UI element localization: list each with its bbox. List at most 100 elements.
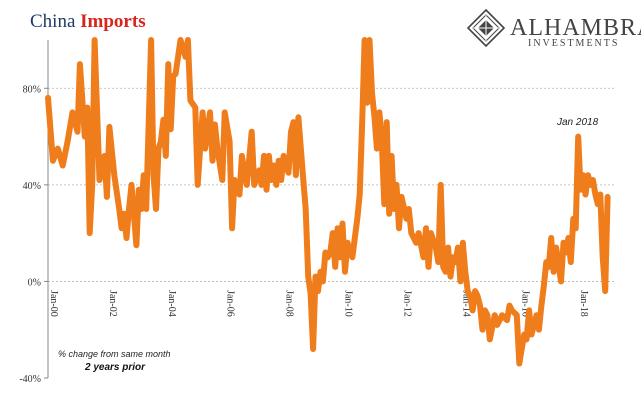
data-point [361, 121, 363, 123]
data-point [150, 39, 152, 41]
data-point [550, 237, 552, 239]
data-point [312, 348, 314, 350]
data-point [592, 179, 594, 181]
data-point [91, 184, 93, 186]
data-point [76, 131, 79, 133]
data-point [170, 128, 172, 130]
data-point [391, 155, 393, 157]
alhambra-logo: ALHAMBRA INVESTMENTS [466, 8, 641, 49]
data-point [334, 266, 336, 268]
data-point [253, 184, 255, 186]
data-point [329, 251, 331, 254]
series-group [45, 37, 611, 367]
data-point [449, 276, 452, 278]
data-point [538, 329, 540, 331]
data-point [258, 169, 260, 171]
data-point [582, 174, 584, 176]
data-point [327, 256, 329, 258]
data-point [354, 237, 356, 239]
data-point [418, 232, 420, 234]
data-point [324, 251, 326, 254]
data-point [339, 256, 341, 258]
data-point [415, 242, 417, 244]
data-point [587, 174, 589, 176]
data-point [351, 256, 353, 258]
data-point [467, 290, 469, 292]
data-point [283, 155, 285, 157]
data-point [165, 155, 167, 157]
data-point [145, 208, 147, 210]
data-point [575, 227, 577, 229]
data-point [464, 271, 466, 273]
data-point [152, 174, 155, 176]
data-point [560, 280, 562, 282]
data-point [474, 290, 476, 292]
x-tick-label: Jan-10 [343, 290, 354, 317]
data-point [607, 196, 609, 198]
data-point [175, 73, 177, 75]
data-point [378, 111, 380, 113]
data-point [57, 148, 59, 150]
data-point [310, 292, 312, 295]
data-point [123, 213, 125, 215]
data-point [577, 136, 579, 138]
data-point [243, 172, 245, 174]
data-point [297, 116, 299, 118]
data-point [189, 99, 191, 101]
data-point [469, 295, 471, 297]
data-point [408, 208, 410, 210]
data-point [118, 208, 120, 210]
diamond-logo-icon [466, 8, 506, 48]
data-point [533, 324, 535, 326]
data-point [103, 155, 106, 157]
data-point [452, 256, 454, 258]
data-point [287, 172, 290, 174]
y-tick-label: 0% [28, 277, 41, 288]
data-point [211, 160, 214, 162]
data-point [155, 208, 157, 210]
data-point [130, 184, 133, 186]
data-point [172, 75, 174, 77]
data-point [231, 227, 233, 229]
data-point [508, 305, 511, 307]
data-point [278, 160, 280, 162]
data-point [273, 164, 275, 167]
data-point [528, 309, 530, 311]
data-point [128, 208, 130, 210]
data-point [233, 179, 236, 181]
data-point [427, 266, 430, 268]
data-point [197, 184, 199, 186]
data-point [314, 276, 317, 278]
y-tick-label: -40% [19, 374, 41, 385]
data-point [442, 266, 444, 268]
data-point [67, 140, 69, 142]
data-point [187, 39, 189, 41]
data-point [584, 193, 587, 196]
data-point [486, 314, 488, 316]
data-point [567, 237, 570, 239]
data-point [84, 136, 86, 138]
data-point [307, 276, 309, 278]
data-point [356, 218, 358, 220]
data-point [47, 97, 49, 99]
y-axis: 80% 40% 0% -40% [19, 40, 49, 385]
x-tick-label: Jan-02 [107, 290, 118, 317]
data-point [440, 184, 442, 186]
data-point [344, 271, 346, 273]
data-point [216, 148, 218, 150]
data-point [422, 256, 425, 258]
x-tick-label: Jan-14 [460, 290, 471, 317]
data-point [79, 63, 81, 65]
data-point [179, 39, 182, 41]
data-point [113, 174, 115, 176]
data-point [160, 140, 162, 142]
data-point [393, 208, 395, 210]
data-point [167, 63, 169, 65]
data-point [540, 305, 543, 307]
data-point [366, 102, 368, 104]
data-point [589, 184, 592, 186]
data-point [521, 348, 523, 350]
data-point [337, 227, 339, 229]
data-point [376, 148, 378, 150]
data-point [494, 314, 496, 316]
